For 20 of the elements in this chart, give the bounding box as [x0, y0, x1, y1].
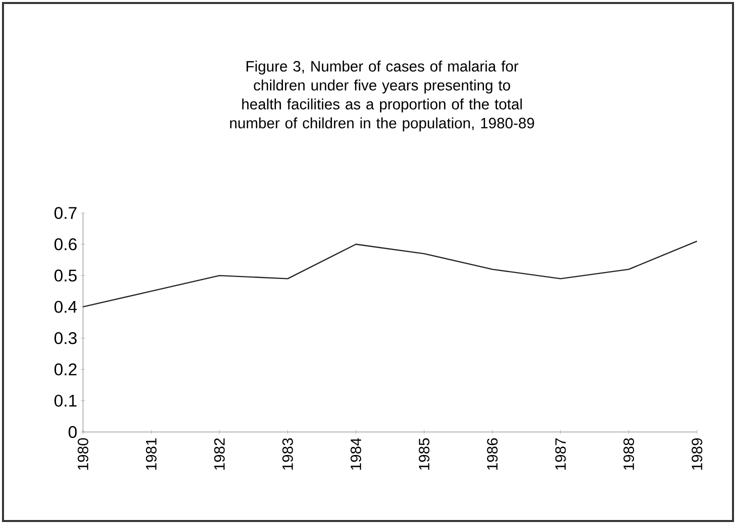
x-tick-label: 1984	[350, 438, 362, 470]
line-series	[82, 240, 698, 308]
chart-title: Figure 3, Number of cases of malaria for children under five years presenting to health facilities as a proportion of the total number of children in the population, 1980-89	[230, 60, 534, 132]
x-tick-label: 1987	[555, 438, 566, 470]
x-tick-label: 1988	[623, 438, 634, 470]
x-tick-label: 1983	[282, 438, 293, 470]
x-tick-label: 1986	[487, 438, 498, 470]
x-tick-label: 1980	[78, 438, 88, 470]
y-tick-label: 0.1	[54, 394, 77, 407]
y-tick-label: 0.6	[54, 238, 77, 250]
y-tick-label: 0.7	[54, 206, 77, 219]
y-tick-label: 0.5	[54, 270, 77, 282]
y-tick-label: 0.4	[54, 300, 77, 313]
x-tick-label: 1989	[692, 438, 702, 470]
x-tick-label: 1981	[146, 438, 157, 470]
x-tick-label: 1985	[418, 438, 430, 470]
y-tick-label: 0.3	[54, 332, 77, 344]
y-tick-label: 0	[68, 426, 77, 438]
y-tick-label: 0.2	[54, 363, 77, 376]
x-tick-label: 1982	[214, 438, 225, 470]
